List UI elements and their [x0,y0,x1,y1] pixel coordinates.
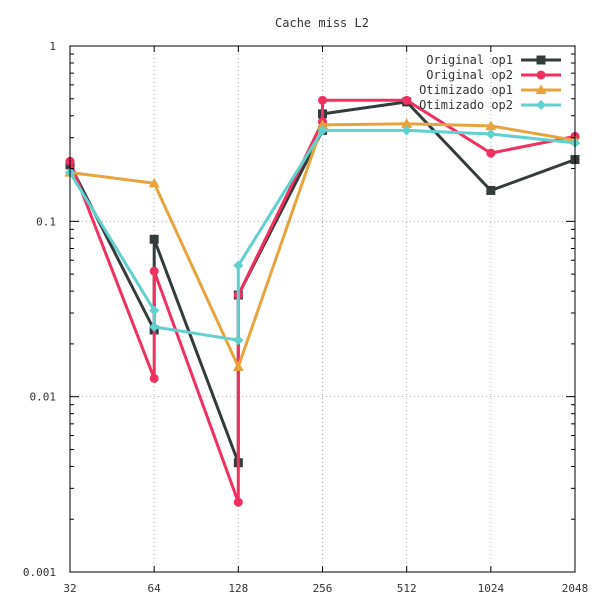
data-point [149,234,159,244]
legend-swatch-marker [536,55,546,65]
data-point [401,118,413,128]
data-point [149,373,159,383]
data-point [149,266,159,276]
series-4 [65,125,580,346]
data-point [486,185,496,195]
y-tick-label: 1 [49,40,56,53]
x-tick-label: 256 [313,582,333,595]
legend-label: Otimizado op1 [419,83,513,97]
data-point [317,125,328,136]
data-point [401,125,412,136]
data-point [402,95,412,105]
grid-layer [70,46,575,572]
data-point [149,305,160,316]
data-point [232,361,244,371]
legend-swatch-marker [536,70,546,80]
data-point [317,119,328,129]
x-tick-label: 128 [228,582,248,595]
data-point [485,128,496,139]
legend-label: Original op2 [426,68,513,82]
series-layer [64,95,581,507]
data-point [486,148,496,158]
data-point [148,177,160,188]
x-tick-label: 512 [397,582,417,595]
legend-swatch-marker [536,100,546,110]
data-point [233,260,244,271]
x-tick-label: 32 [63,582,76,595]
chart-title: Cache miss L2 [275,16,369,30]
data-point [233,335,244,346]
series-3 [64,118,581,371]
y-tick-label: 0.01 [30,391,57,404]
legend-label: Original op1 [426,53,513,67]
x-tick-label: 2048 [562,582,589,595]
data-point [149,321,160,332]
data-point [233,497,243,507]
legend-label: Otimizado op2 [419,98,513,112]
x-tick-label: 64 [148,582,162,595]
y-tick-label: 0.1 [36,215,56,228]
series-2 [65,95,580,507]
legend-swatch-marker [535,84,547,95]
y-tick-label: 0.001 [23,566,56,579]
data-point [318,95,327,105]
series-line [68,128,576,342]
series-line [68,98,576,504]
tick-layer: 32 64 128 256 512 1024 2048 1 0.1 0.01 0.001 [23,40,588,595]
x-tick-label: 1024 [478,582,505,595]
data-point [485,120,497,131]
